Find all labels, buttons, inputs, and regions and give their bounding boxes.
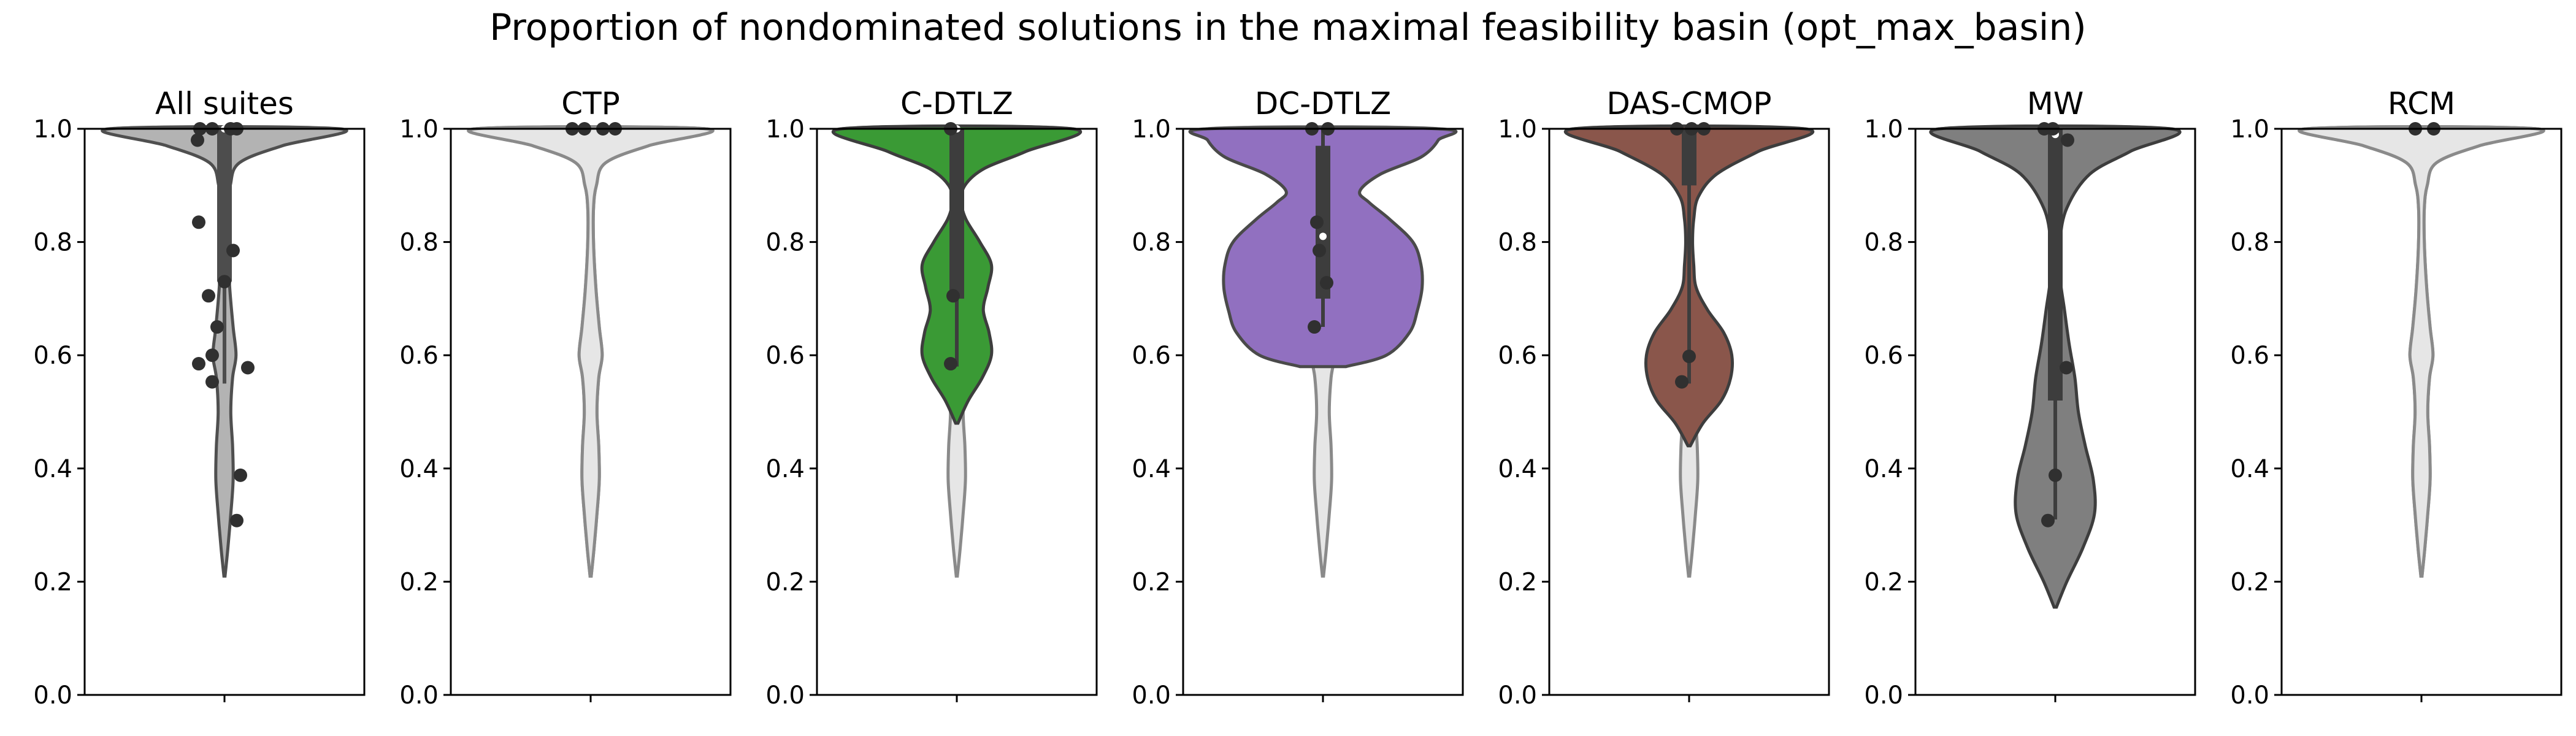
y-tick-label: 0.4: [1132, 455, 1171, 483]
data-point: [1313, 243, 1326, 258]
data-point: [210, 320, 224, 334]
y-tick-label: 0.8: [1864, 229, 1903, 257]
y-tick-label: 0.4: [1864, 455, 1903, 483]
data-point: [230, 513, 243, 527]
y-tick-label: 0.4: [765, 455, 805, 483]
panel-title: RCM: [2388, 86, 2455, 121]
data-point: [192, 357, 205, 371]
violin-body: [2298, 125, 2545, 578]
y-tick-label: 1.0: [1498, 115, 1537, 144]
data-point: [2041, 513, 2055, 527]
data-point: [2060, 361, 2073, 375]
data-point: [191, 133, 204, 147]
y-tick-label: 0.6: [765, 342, 805, 370]
violin-body: [467, 125, 715, 578]
y-tick-label: 0.6: [1498, 342, 1537, 370]
y-tick-label: 0.2: [33, 568, 72, 596]
panel-1: All suites 0.0 0.2 0.4 0.6 0.8 1.0: [33, 86, 366, 710]
panel-title: All suites: [155, 86, 294, 121]
data-point: [192, 215, 205, 229]
data-point: [234, 468, 247, 482]
panel-3: C-DTLZ 0.0 0.2 0.4 0.6 0.8 1.0: [765, 86, 1098, 710]
panel-title: DAS-CMOP: [1606, 86, 1771, 121]
y-tick-label: 0.0: [33, 681, 72, 710]
y-tick-label: 0.0: [1498, 681, 1537, 710]
y-tick-label: 0.0: [1132, 681, 1171, 710]
data-point: [1310, 215, 1324, 229]
panel-2: CTP 0.0 0.2 0.4 0.6 0.8 1.0: [399, 86, 732, 710]
y-tick-label: 0.6: [1132, 342, 1171, 370]
data-point: [205, 375, 219, 389]
panel-title: CTP: [561, 86, 620, 121]
data-point: [205, 348, 219, 362]
panel-7: RCM 0.0 0.2 0.4 0.6 0.8 1.0: [2230, 86, 2563, 710]
y-tick-label: 0.0: [2230, 681, 2269, 710]
y-tick-label: 1.0: [33, 115, 72, 144]
y-tick-label: 0.2: [399, 568, 439, 596]
panel-title: DC-DTLZ: [1255, 86, 1392, 121]
y-tick-label: 0.2: [1498, 568, 1537, 596]
data-point: [1308, 320, 1321, 334]
data-point: [946, 289, 960, 303]
data-point: [2061, 133, 2074, 147]
box-median: [1319, 232, 1327, 240]
y-tick-label: 0.2: [2230, 568, 2269, 596]
y-tick-label: 1.0: [399, 115, 439, 144]
y-tick-label: 0.8: [765, 229, 805, 257]
data-point: [218, 275, 231, 289]
data-point: [1320, 276, 1333, 290]
data-point: [241, 361, 255, 375]
box-iqr: [949, 129, 964, 299]
y-tick-label: 0.8: [33, 229, 72, 257]
y-tick-label: 0.0: [399, 681, 439, 710]
y-tick-label: 0.8: [2230, 229, 2269, 257]
panel-title: MW: [2027, 86, 2084, 121]
y-tick-label: 0.4: [399, 455, 439, 483]
box-iqr: [2048, 129, 2063, 401]
y-tick-label: 0.6: [33, 342, 72, 370]
y-tick-label: 0.0: [765, 681, 805, 710]
data-point: [944, 357, 957, 371]
y-tick-label: 1.0: [765, 115, 805, 144]
panel-title: C-DTLZ: [900, 86, 1013, 121]
y-tick-label: 1.0: [1132, 115, 1171, 144]
panels-group: All suites 0.0 0.2 0.4 0.6 0.8 1.0 CTP 0.0 0.2 0.4…: [33, 86, 2563, 710]
box-iqr: [217, 129, 232, 282]
data-point: [226, 243, 240, 258]
y-tick-label: 0.6: [2230, 342, 2269, 370]
y-tick-label: 1.0: [1864, 115, 1903, 144]
figure-title: Proportion of nondominated solutions in …: [489, 6, 2087, 49]
box-iqr: [1682, 129, 1696, 186]
y-tick-label: 0.8: [1132, 229, 1171, 257]
y-tick-label: 0.8: [1498, 229, 1537, 257]
y-tick-label: 0.6: [1864, 342, 1903, 370]
panel-4: DC-DTLZ 0.0 0.2 0.4 0.6 0.8 1.0: [1132, 86, 1464, 710]
y-tick-label: 1.0: [2230, 115, 2269, 144]
y-tick-label: 0.2: [765, 568, 805, 596]
data-point: [1682, 350, 1696, 364]
y-tick-label: 0.4: [1498, 455, 1537, 483]
data-point: [2049, 468, 2062, 482]
y-tick-label: 0.2: [1132, 568, 1171, 596]
panel-6: MW 0.0 0.2 0.4 0.6 0.8 1.0: [1864, 86, 2196, 710]
y-tick-label: 0.4: [2230, 455, 2269, 483]
y-tick-label: 0.8: [399, 229, 439, 257]
y-tick-label: 0.0: [1864, 681, 1903, 710]
data-point: [202, 289, 215, 303]
y-tick-label: 0.4: [33, 455, 72, 483]
panel-5: DAS-CMOP 0.0 0.2 0.4 0.6 0.8 1.0: [1498, 86, 1830, 710]
data-point: [1675, 375, 1689, 389]
y-tick-label: 0.6: [399, 342, 439, 370]
y-tick-label: 0.2: [1864, 568, 1903, 596]
